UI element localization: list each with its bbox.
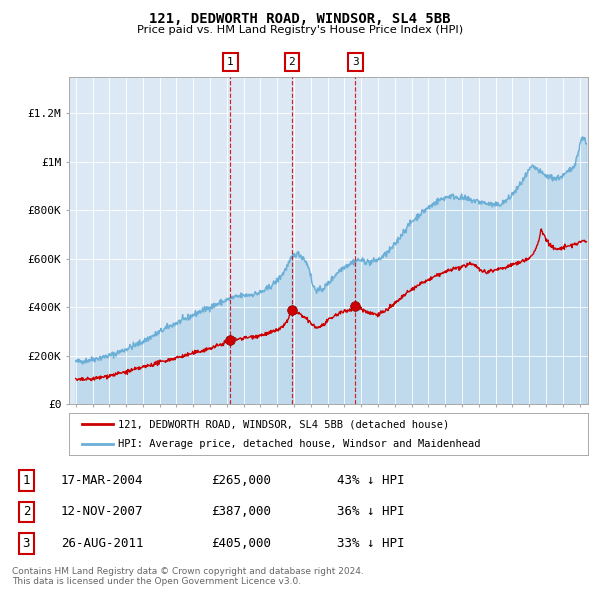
Text: 2: 2 (23, 506, 30, 519)
Text: 121, DEDWORTH ROAD, WINDSOR, SL4 5BB (detached house): 121, DEDWORTH ROAD, WINDSOR, SL4 5BB (de… (118, 419, 449, 430)
Text: £265,000: £265,000 (211, 474, 271, 487)
Text: 2: 2 (289, 57, 295, 67)
Text: 33% ↓ HPI: 33% ↓ HPI (337, 537, 405, 550)
Text: 3: 3 (352, 57, 359, 67)
Text: 36% ↓ HPI: 36% ↓ HPI (337, 506, 405, 519)
Text: 1: 1 (23, 474, 30, 487)
Text: HPI: Average price, detached house, Windsor and Maidenhead: HPI: Average price, detached house, Wind… (118, 439, 481, 449)
Text: 12-NOV-2007: 12-NOV-2007 (61, 506, 143, 519)
Text: 121, DEDWORTH ROAD, WINDSOR, SL4 5BB: 121, DEDWORTH ROAD, WINDSOR, SL4 5BB (149, 12, 451, 26)
Text: 43% ↓ HPI: 43% ↓ HPI (337, 474, 405, 487)
Text: £405,000: £405,000 (211, 537, 271, 550)
Text: This data is licensed under the Open Government Licence v3.0.: This data is licensed under the Open Gov… (12, 578, 301, 586)
Text: Contains HM Land Registry data © Crown copyright and database right 2024.: Contains HM Land Registry data © Crown c… (12, 566, 364, 575)
Text: 26-AUG-2011: 26-AUG-2011 (61, 537, 143, 550)
Text: 3: 3 (23, 537, 30, 550)
Text: 17-MAR-2004: 17-MAR-2004 (61, 474, 143, 487)
Text: Price paid vs. HM Land Registry's House Price Index (HPI): Price paid vs. HM Land Registry's House … (137, 25, 463, 35)
Text: £387,000: £387,000 (211, 506, 271, 519)
Text: 1: 1 (227, 57, 234, 67)
